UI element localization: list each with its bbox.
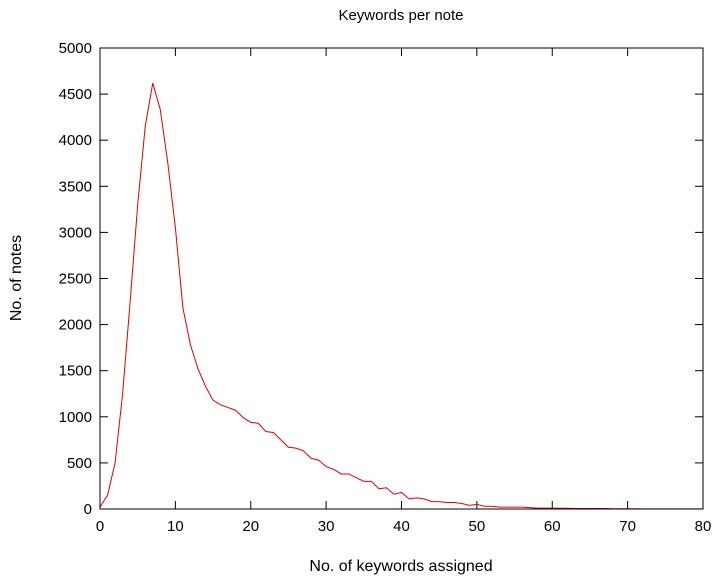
series-line <box>99 82 703 510</box>
plot-frame <box>99 47 704 510</box>
x-tick-label: 40 <box>393 518 410 535</box>
y-tick-label: 2500 <box>59 271 92 288</box>
y-tick-label: 1500 <box>59 363 92 380</box>
x-tick-label: 30 <box>318 518 335 535</box>
x-tick-label: 70 <box>619 518 636 535</box>
x-axis-label: No. of keywords assigned <box>309 558 492 575</box>
y-tick-label: 3000 <box>59 224 92 241</box>
y-tick-label: 500 <box>67 455 92 472</box>
x-tick-label: 10 <box>167 518 184 535</box>
y-tick-label: 3500 <box>59 178 92 195</box>
chart-title: Keywords per note <box>338 7 463 24</box>
x-tick-label: 80 <box>695 518 712 535</box>
x-tick-label: 60 <box>544 518 561 535</box>
y-tick-label: 5000 <box>59 40 92 57</box>
y-tick-label: 2000 <box>59 317 92 334</box>
y-axis-label: No. of notes <box>8 235 25 321</box>
axis-ticks <box>99 47 704 510</box>
x-tick-label: 20 <box>242 518 259 535</box>
x-tick-label: 50 <box>469 518 486 535</box>
y-tick-label: 4000 <box>59 132 92 149</box>
y-tick-label: 0 <box>84 501 92 518</box>
tick-labels: 0 10 20 30 40 50 60 70 80 0 500 1000 1500 2000 2500 300… <box>59 40 712 535</box>
y-tick-label: 1000 <box>59 409 92 426</box>
x-tick-label: 0 <box>96 518 104 535</box>
y-tick-label: 4500 <box>59 86 92 103</box>
